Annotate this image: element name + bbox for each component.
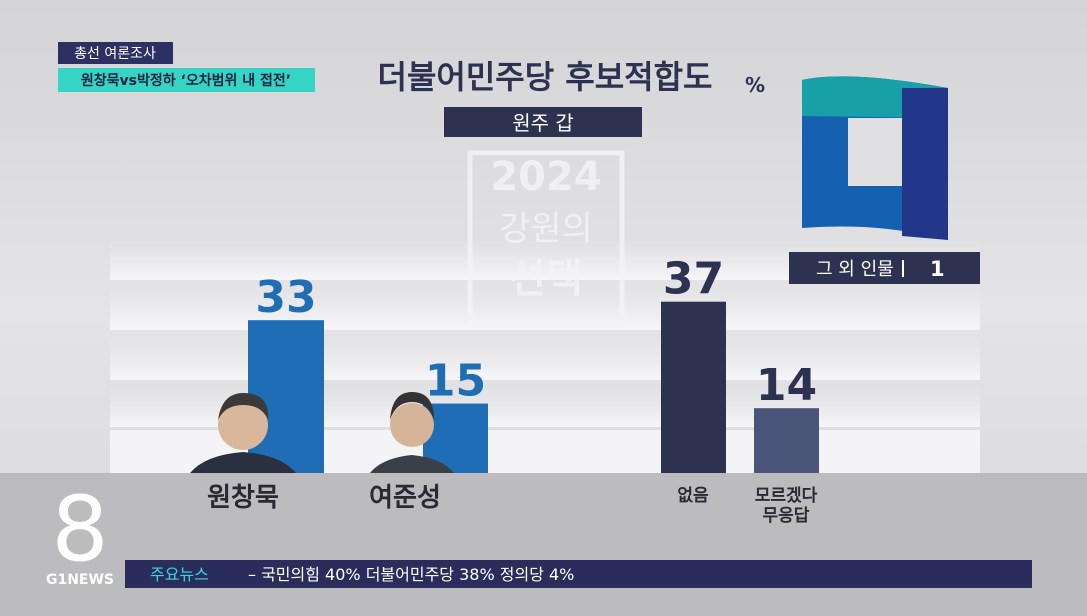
headline: 원창묵vs박정하 ‘오차범위 내 접전’ [81, 72, 291, 89]
value-label: 15 [425, 356, 486, 407]
bottom-band [0, 473, 1087, 616]
category-label: 여준성 [369, 483, 441, 513]
photo [190, 392, 296, 473]
tag: 총선 여론조사 [74, 46, 156, 62]
ticker: – 국민의힘 40% 더불어민주당 38% 정의당 4% [248, 565, 574, 584]
watermark-frame [467, 150, 625, 326]
bar [248, 320, 324, 473]
channel-number: 8 [51, 477, 108, 582]
other-box [789, 252, 980, 284]
category-label: 없음 [677, 486, 709, 506]
value-label: 37 [663, 254, 724, 305]
other-label: 그 외 인물 [816, 259, 894, 280]
value-label: 14 [756, 360, 817, 411]
category-label: 원창묵 [207, 483, 279, 513]
party-logo [802, 76, 948, 240]
watermark: 2024 [490, 154, 601, 200]
bar [661, 301, 726, 473]
headline-box [58, 68, 315, 92]
value-label: 33 [255, 272, 316, 323]
tag-box [58, 42, 173, 64]
watermark: 선택 [509, 256, 583, 302]
other-value: 1 [930, 257, 945, 281]
subtitle: 원주 갑 [512, 111, 574, 135]
bar [754, 408, 819, 473]
subtitle-box [444, 107, 642, 137]
chart-title: 더불어민주당 후보적합도 [378, 58, 713, 96]
unit: % [745, 73, 765, 97]
watermark: 강원의 [499, 209, 593, 249]
category-label: 모르겠다 무응답 [754, 486, 818, 526]
photo [370, 392, 454, 473]
channel: G1NEWS [46, 572, 114, 588]
ticker-bar [125, 560, 1032, 588]
ticker-label: 주요뉴스 [150, 565, 209, 584]
